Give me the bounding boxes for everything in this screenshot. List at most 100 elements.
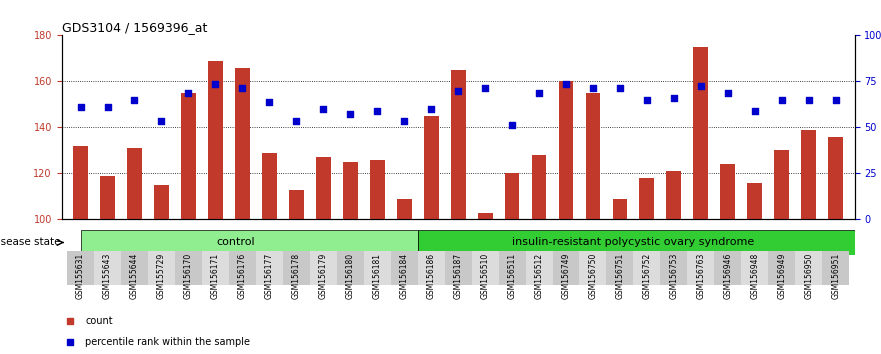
Bar [666, 171, 681, 219]
FancyBboxPatch shape [418, 230, 855, 255]
FancyBboxPatch shape [80, 230, 418, 255]
FancyBboxPatch shape [283, 251, 310, 285]
Text: GSM156752: GSM156752 [642, 253, 651, 299]
Point [667, 95, 681, 101]
Point [397, 118, 411, 123]
FancyBboxPatch shape [337, 251, 364, 285]
Bar [262, 153, 277, 219]
Bar [343, 162, 358, 219]
Point [424, 106, 438, 112]
Bar [424, 116, 439, 219]
Point [640, 97, 654, 103]
Text: GSM156950: GSM156950 [804, 253, 813, 299]
FancyBboxPatch shape [229, 251, 255, 285]
FancyBboxPatch shape [687, 251, 714, 285]
Bar [774, 150, 789, 219]
FancyBboxPatch shape [552, 251, 580, 285]
Point [370, 108, 384, 114]
Point [208, 81, 222, 87]
FancyBboxPatch shape [606, 251, 633, 285]
Text: GSM155729: GSM155729 [157, 253, 166, 299]
Bar [828, 137, 843, 219]
Bar [316, 157, 330, 219]
Bar [559, 81, 574, 219]
Point [289, 118, 303, 123]
Text: count: count [85, 316, 113, 326]
Point [181, 90, 196, 96]
Text: GSM156179: GSM156179 [319, 253, 328, 299]
Bar [721, 164, 736, 219]
FancyBboxPatch shape [526, 251, 552, 285]
Bar [505, 173, 520, 219]
Text: GSM156178: GSM156178 [292, 253, 300, 299]
Text: GSM156512: GSM156512 [535, 253, 544, 299]
Point [613, 85, 627, 91]
Text: GSM156176: GSM156176 [238, 253, 247, 299]
FancyBboxPatch shape [714, 251, 741, 285]
Bar [127, 148, 142, 219]
Bar [693, 47, 708, 219]
Bar [451, 70, 465, 219]
Point [694, 83, 708, 89]
Text: GSM156170: GSM156170 [184, 253, 193, 299]
Point [316, 106, 330, 112]
Text: GDS3104 / 1569396_at: GDS3104 / 1569396_at [62, 21, 207, 34]
Text: GSM156511: GSM156511 [507, 253, 516, 299]
Text: GSM156186: GSM156186 [426, 253, 435, 299]
Text: GSM156177: GSM156177 [265, 253, 274, 299]
Text: GSM156180: GSM156180 [345, 253, 355, 299]
Point [235, 85, 249, 91]
Text: GSM156946: GSM156946 [723, 253, 732, 299]
Point [559, 81, 573, 87]
Text: GSM156181: GSM156181 [373, 253, 381, 299]
Bar [235, 68, 250, 219]
FancyBboxPatch shape [796, 251, 822, 285]
FancyBboxPatch shape [499, 251, 526, 285]
FancyBboxPatch shape [202, 251, 229, 285]
Text: GSM156753: GSM156753 [670, 253, 678, 299]
Text: GSM156750: GSM156750 [589, 253, 597, 299]
Text: control: control [217, 238, 255, 247]
FancyBboxPatch shape [310, 251, 337, 285]
Point [100, 104, 115, 109]
Text: insulin-resistant polycystic ovary syndrome: insulin-resistant polycystic ovary syndr… [512, 238, 754, 247]
FancyBboxPatch shape [661, 251, 687, 285]
Text: GSM156763: GSM156763 [696, 253, 706, 299]
Bar [181, 93, 196, 219]
Bar [73, 146, 88, 219]
FancyBboxPatch shape [148, 251, 175, 285]
Bar [531, 155, 546, 219]
Point [451, 88, 465, 93]
Text: disease state: disease state [0, 238, 60, 247]
Bar [586, 93, 600, 219]
Bar [802, 130, 816, 219]
Point [344, 111, 358, 116]
Bar [396, 199, 411, 219]
Bar [289, 189, 304, 219]
FancyBboxPatch shape [741, 251, 768, 285]
Point [829, 97, 843, 103]
Text: GSM156751: GSM156751 [616, 253, 625, 299]
Point [774, 97, 788, 103]
Bar [747, 183, 762, 219]
FancyBboxPatch shape [364, 251, 390, 285]
Point [532, 90, 546, 96]
Text: GSM156187: GSM156187 [454, 253, 463, 299]
FancyBboxPatch shape [445, 251, 471, 285]
Point [263, 99, 277, 105]
FancyBboxPatch shape [175, 251, 202, 285]
FancyBboxPatch shape [418, 251, 445, 285]
FancyBboxPatch shape [471, 251, 499, 285]
Point [154, 118, 168, 123]
Text: GSM156184: GSM156184 [400, 253, 409, 299]
Bar [100, 176, 115, 219]
Bar [478, 212, 492, 219]
Bar [612, 199, 627, 219]
FancyBboxPatch shape [255, 251, 283, 285]
Point [586, 85, 600, 91]
Point [721, 90, 735, 96]
Text: GSM156171: GSM156171 [211, 253, 220, 299]
Text: GSM156749: GSM156749 [561, 253, 571, 299]
FancyBboxPatch shape [121, 251, 148, 285]
Text: GSM156510: GSM156510 [481, 253, 490, 299]
